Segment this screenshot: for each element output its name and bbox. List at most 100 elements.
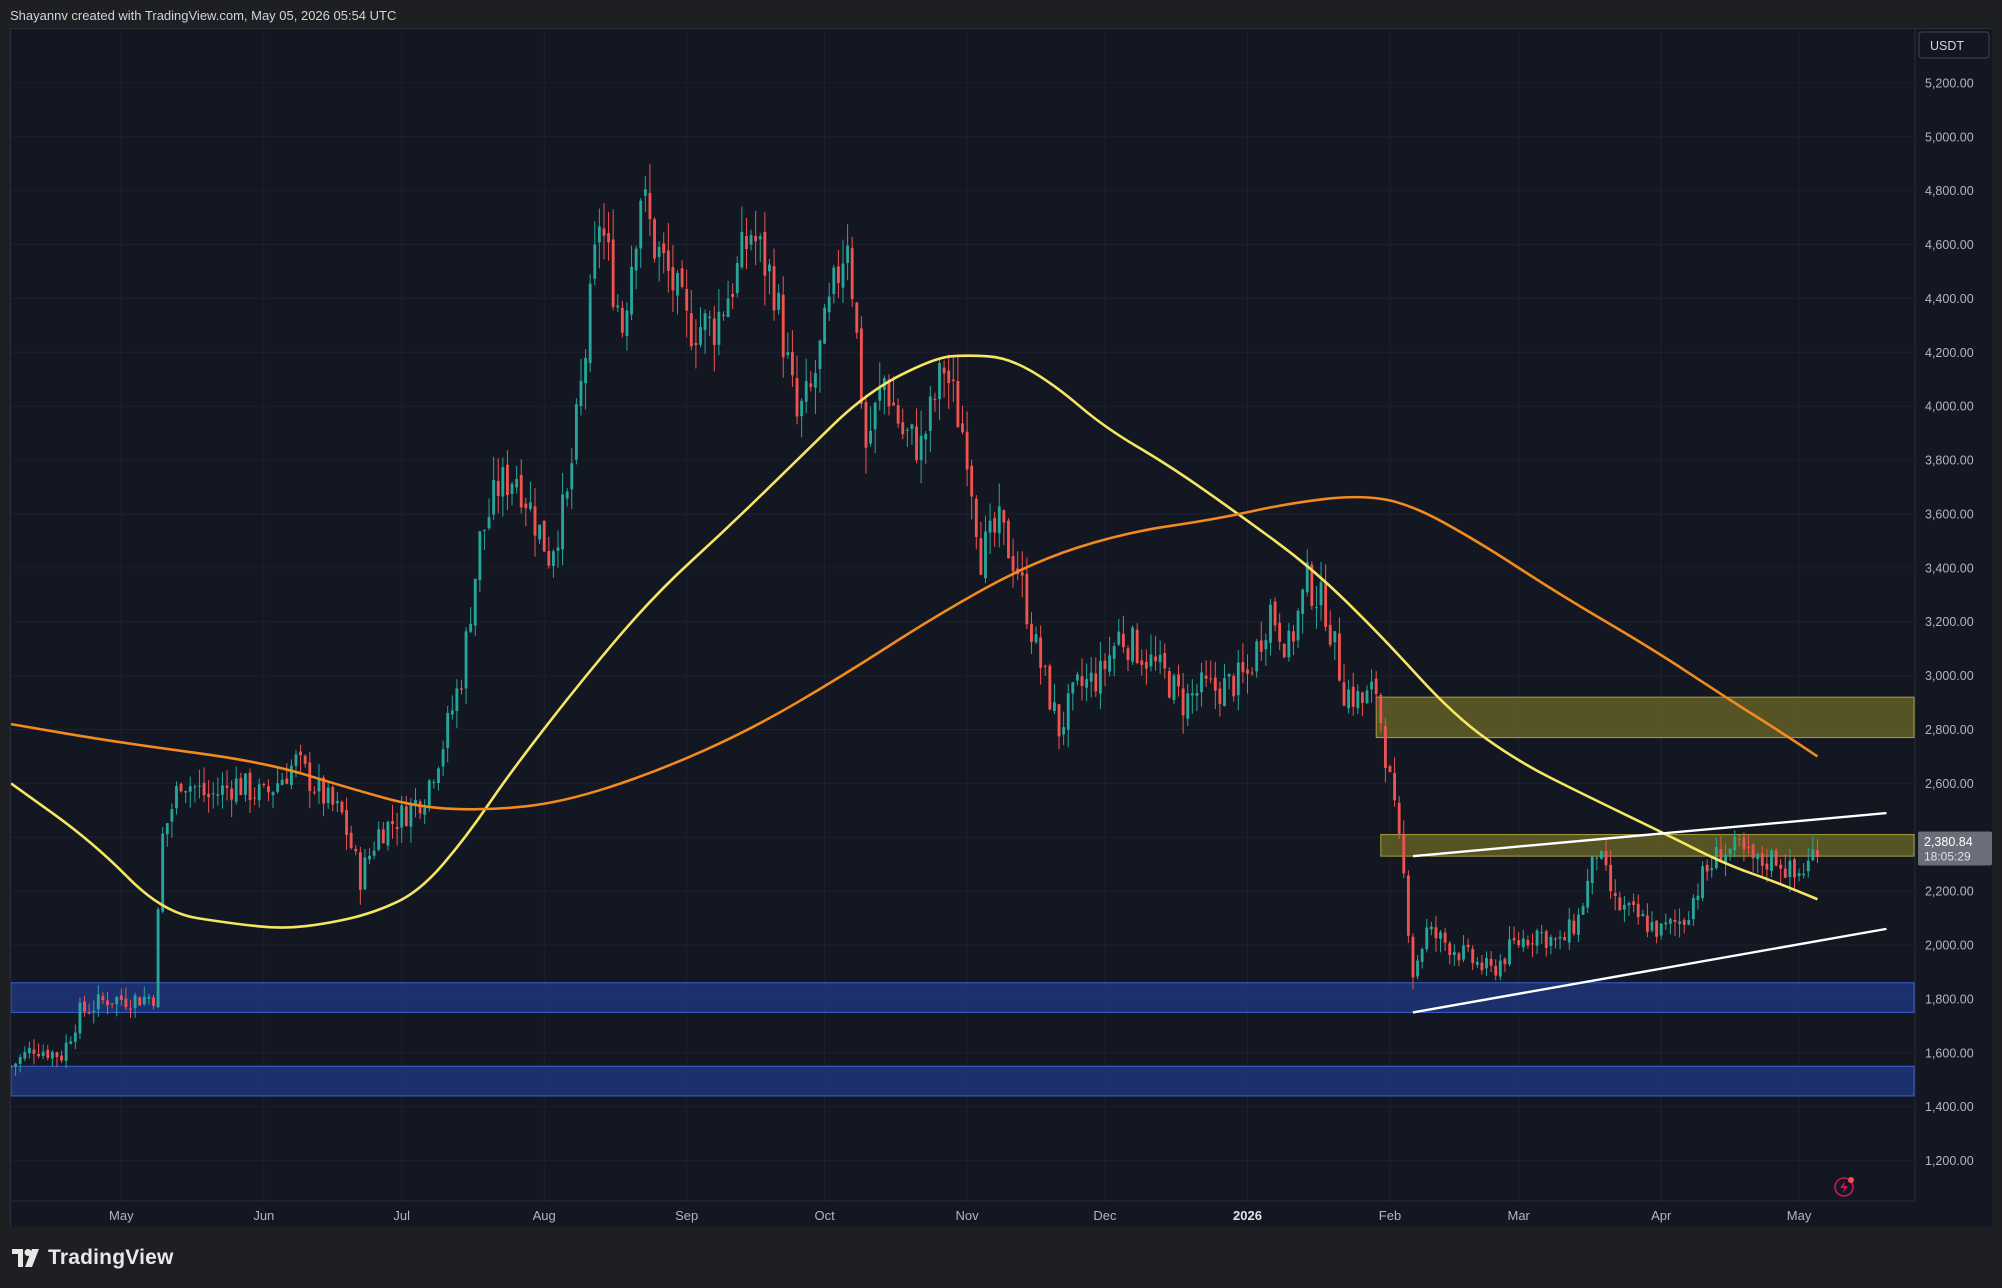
candle-up bbox=[326, 787, 330, 804]
candle-up bbox=[1733, 836, 1737, 851]
candle-down bbox=[248, 772, 252, 800]
candle-up bbox=[69, 1041, 73, 1044]
candle-up bbox=[18, 1057, 22, 1064]
candle-down bbox=[1259, 640, 1263, 652]
candle-up bbox=[616, 305, 620, 308]
candle-up bbox=[735, 262, 739, 294]
price-tick-label: 3,000.00 bbox=[1925, 669, 1974, 683]
candle-up bbox=[1659, 923, 1663, 936]
candle-down bbox=[239, 778, 243, 796]
candle-up bbox=[1668, 919, 1672, 924]
price-tick-label: 5,000.00 bbox=[1925, 130, 1974, 144]
candle-down bbox=[1503, 958, 1507, 965]
candle-down bbox=[60, 1055, 63, 1061]
candle-down bbox=[299, 751, 303, 756]
candle-up bbox=[905, 429, 909, 431]
candle-up bbox=[1420, 949, 1424, 962]
candle-up bbox=[574, 404, 578, 460]
candle-down bbox=[836, 266, 840, 283]
candle-down bbox=[1103, 660, 1107, 670]
tradingview-logo-icon bbox=[12, 1249, 39, 1267]
candle-up bbox=[1098, 660, 1102, 694]
candle-down bbox=[1682, 919, 1686, 925]
candle-up bbox=[1600, 851, 1603, 859]
candle-down bbox=[354, 848, 358, 852]
candle-down bbox=[974, 498, 978, 538]
candle-up bbox=[1577, 914, 1580, 935]
candle-up bbox=[1691, 897, 1695, 920]
attribution-text: Shayannv created with TradingView.com, M… bbox=[10, 8, 397, 23]
candle-down bbox=[533, 506, 537, 536]
time-tick-label: Oct bbox=[814, 1208, 835, 1223]
candle-down bbox=[1328, 624, 1332, 645]
candle-up bbox=[1567, 919, 1571, 943]
candle-up bbox=[501, 467, 505, 497]
candle-down bbox=[496, 480, 500, 496]
time-tick-label: Sep bbox=[675, 1208, 698, 1223]
candle-up bbox=[372, 850, 376, 856]
chart-pane[interactable]: 1,200.00 1,400.00 1,600.00 1,800.00 2,000.00… bbox=[10, 28, 1992, 1228]
candle-down bbox=[763, 231, 767, 276]
price-tick-label: 2,800.00 bbox=[1925, 723, 1974, 737]
candle-up bbox=[643, 189, 647, 196]
candle-up bbox=[584, 357, 588, 384]
candle-down bbox=[124, 998, 128, 1008]
candle-down bbox=[1636, 903, 1640, 918]
notification-dot bbox=[1848, 1177, 1854, 1183]
currency-label: USDT bbox=[1930, 39, 1964, 53]
candle-up bbox=[156, 909, 160, 1008]
candle-up bbox=[377, 829, 381, 850]
candle-down bbox=[956, 380, 960, 428]
candle-down bbox=[859, 328, 863, 404]
tradingview-logo[interactable]: TradingView bbox=[12, 1246, 174, 1270]
time-tick-label: May bbox=[1787, 1208, 1812, 1223]
candle-up bbox=[1770, 850, 1773, 871]
candle-up bbox=[639, 200, 643, 249]
candle-up bbox=[1296, 610, 1300, 641]
candle-down bbox=[1779, 864, 1783, 869]
candle-down bbox=[850, 248, 854, 300]
candle-down bbox=[1209, 678, 1213, 680]
price-tick-label: 3,400.00 bbox=[1925, 561, 1974, 575]
candle-up bbox=[777, 292, 781, 310]
candle-down bbox=[901, 422, 905, 435]
candle-down bbox=[1747, 847, 1750, 849]
candle-down bbox=[607, 233, 610, 243]
candle-up bbox=[1595, 857, 1599, 859]
candle-up bbox=[726, 298, 730, 318]
candle-down bbox=[731, 293, 735, 297]
candle-up bbox=[708, 316, 712, 319]
candle-up bbox=[487, 517, 491, 529]
candle-down bbox=[1783, 868, 1787, 878]
candle-up bbox=[1034, 634, 1038, 643]
candle-up bbox=[441, 749, 445, 767]
candle-down bbox=[1742, 837, 1746, 850]
candle-down bbox=[152, 997, 155, 1006]
candle-up bbox=[78, 1002, 82, 1034]
candle-up bbox=[818, 340, 822, 369]
time-tick-label: Aug bbox=[533, 1208, 556, 1223]
candle-up bbox=[257, 784, 261, 801]
candle-up bbox=[1724, 854, 1727, 863]
candle-down bbox=[547, 550, 551, 566]
candle-up bbox=[455, 688, 459, 711]
price-chart[interactable]: 1,200.00 1,400.00 1,600.00 1,800.00 2,000.00… bbox=[11, 29, 1992, 1228]
candle-down bbox=[970, 465, 974, 497]
candle-down bbox=[602, 228, 606, 236]
candle-up bbox=[216, 794, 220, 796]
candle-down bbox=[129, 1008, 132, 1010]
time-tick-label: May bbox=[109, 1208, 134, 1223]
candle-up bbox=[869, 430, 872, 444]
candle-down bbox=[1517, 940, 1521, 946]
time-tick-label: Nov bbox=[956, 1208, 980, 1223]
candle-down bbox=[303, 755, 307, 764]
candle-up bbox=[1485, 957, 1488, 969]
candle-down bbox=[358, 852, 362, 890]
candle-down bbox=[933, 398, 937, 401]
candle-up bbox=[561, 494, 565, 550]
candle-up bbox=[1365, 690, 1369, 704]
candle-up bbox=[1319, 582, 1323, 606]
candle-down bbox=[1002, 510, 1006, 523]
support-zone bbox=[11, 982, 1915, 1013]
candle-down bbox=[1126, 648, 1130, 661]
